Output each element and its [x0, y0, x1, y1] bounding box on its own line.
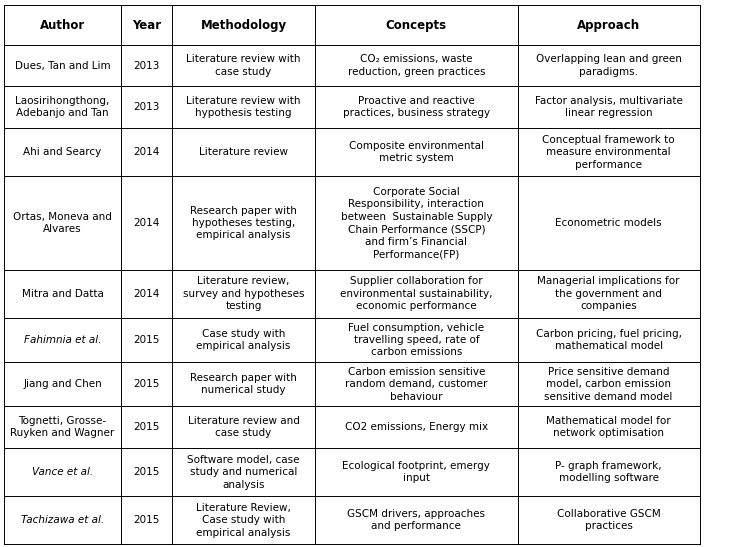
Text: Software model, case
study and numerical
analysis: Software model, case study and numerical…: [187, 455, 300, 490]
Text: Carbon emission sensitive
random demand, customer
behaviour: Carbon emission sensitive random demand,…: [345, 367, 487, 401]
Text: Vance et al.: Vance et al.: [32, 467, 93, 477]
Text: CO₂ emissions, waste
reduction, green practices: CO₂ emissions, waste reduction, green pr…: [348, 54, 485, 77]
Text: Literature review and
case study: Literature review and case study: [188, 416, 300, 439]
Text: Literature review,
survey and hypotheses
testing: Literature review, survey and hypotheses…: [182, 276, 304, 311]
Text: Approach: Approach: [577, 19, 640, 32]
Text: 2015: 2015: [134, 422, 160, 432]
Text: Literature Review,
Case study with
empirical analysis: Literature Review, Case study with empir…: [196, 503, 291, 538]
Text: Concepts: Concepts: [386, 19, 447, 32]
Text: Managerial implications for
the government and
companies: Managerial implications for the governme…: [537, 276, 680, 311]
Text: Research paper with
numerical study: Research paper with numerical study: [190, 373, 297, 395]
Text: 2015: 2015: [134, 379, 160, 389]
Text: Jiang and Chen: Jiang and Chen: [23, 379, 102, 389]
Text: Literature review with
hypothesis testing: Literature review with hypothesis testin…: [186, 96, 301, 119]
Text: 2014: 2014: [134, 289, 160, 299]
Text: Composite environmental
metric system: Composite environmental metric system: [349, 141, 484, 164]
Text: Literature review with
case study: Literature review with case study: [186, 54, 301, 77]
Text: Year: Year: [132, 19, 161, 32]
Text: Carbon pricing, fuel pricing,
mathematical model: Carbon pricing, fuel pricing, mathematic…: [535, 329, 682, 351]
Text: P- graph framework,
modelling software: P- graph framework, modelling software: [555, 461, 662, 484]
Text: Ahi and Searcy: Ahi and Searcy: [23, 147, 101, 157]
Text: Laosirihongthong,
Adebanjo and Tan: Laosirihongthong, Adebanjo and Tan: [15, 96, 110, 119]
Text: Price sensitive demand
model, carbon emission
sensitive demand model: Price sensitive demand model, carbon emi…: [544, 367, 673, 401]
Text: Proactive and reactive
practices, business strategy: Proactive and reactive practices, busine…: [342, 96, 490, 119]
Text: Factor analysis, multivariate
linear regression: Factor analysis, multivariate linear reg…: [535, 96, 683, 119]
Text: Collaborative GSCM
practices: Collaborative GSCM practices: [556, 509, 660, 532]
Text: Research paper with
hypotheses testing,
empirical analysis: Research paper with hypotheses testing, …: [190, 206, 297, 241]
Text: CO2 emissions, Energy mix: CO2 emissions, Energy mix: [345, 422, 488, 432]
Text: 2014: 2014: [134, 147, 160, 157]
Text: Dues, Tan and Lim: Dues, Tan and Lim: [15, 61, 110, 71]
Text: 2013: 2013: [134, 102, 160, 112]
Text: 2015: 2015: [134, 515, 160, 525]
Text: Econometric models: Econometric models: [555, 218, 662, 228]
Text: Supplier collaboration for
environmental sustainability,
economic performance: Supplier collaboration for environmental…: [340, 276, 493, 311]
Text: Overlapping lean and green
paradigms.: Overlapping lean and green paradigms.: [535, 54, 681, 77]
Text: Conceptual framework to
measure environmental
performance: Conceptual framework to measure environm…: [542, 135, 675, 170]
Text: GSCM drivers, approaches
and performance: GSCM drivers, approaches and performance: [348, 509, 485, 532]
Text: Author: Author: [40, 19, 85, 32]
Text: Methodology: Methodology: [201, 19, 287, 32]
Text: 2014: 2014: [134, 218, 160, 228]
Text: 2013: 2013: [134, 61, 160, 71]
Text: Fahimnia et al.: Fahimnia et al.: [24, 335, 101, 345]
Text: Tachizawa et al.: Tachizawa et al.: [21, 515, 104, 525]
Text: Mitra and Datta: Mitra and Datta: [22, 289, 104, 299]
Text: Mathematical model for
network optimisation: Mathematical model for network optimisat…: [546, 416, 671, 439]
Text: Case study with
empirical analysis: Case study with empirical analysis: [196, 329, 291, 351]
Text: Ortas, Moneva and
Alvares: Ortas, Moneva and Alvares: [13, 212, 112, 234]
Text: Tognetti, Grosse-
Ruyken and Wagner: Tognetti, Grosse- Ruyken and Wagner: [11, 416, 115, 439]
Text: Literature review: Literature review: [199, 147, 288, 157]
Text: Fuel consumption, vehicle
travelling speed, rate of
carbon emissions: Fuel consumption, vehicle travelling spe…: [348, 323, 484, 357]
Text: Corporate Social
Responsibility, interaction
between  Sustainable Supply
Chain P: Corporate Social Responsibility, interac…: [341, 187, 492, 259]
Text: 2015: 2015: [134, 467, 160, 477]
Text: Ecological footprint, emergy
input: Ecological footprint, emergy input: [342, 461, 490, 484]
Text: 2015: 2015: [134, 335, 160, 345]
